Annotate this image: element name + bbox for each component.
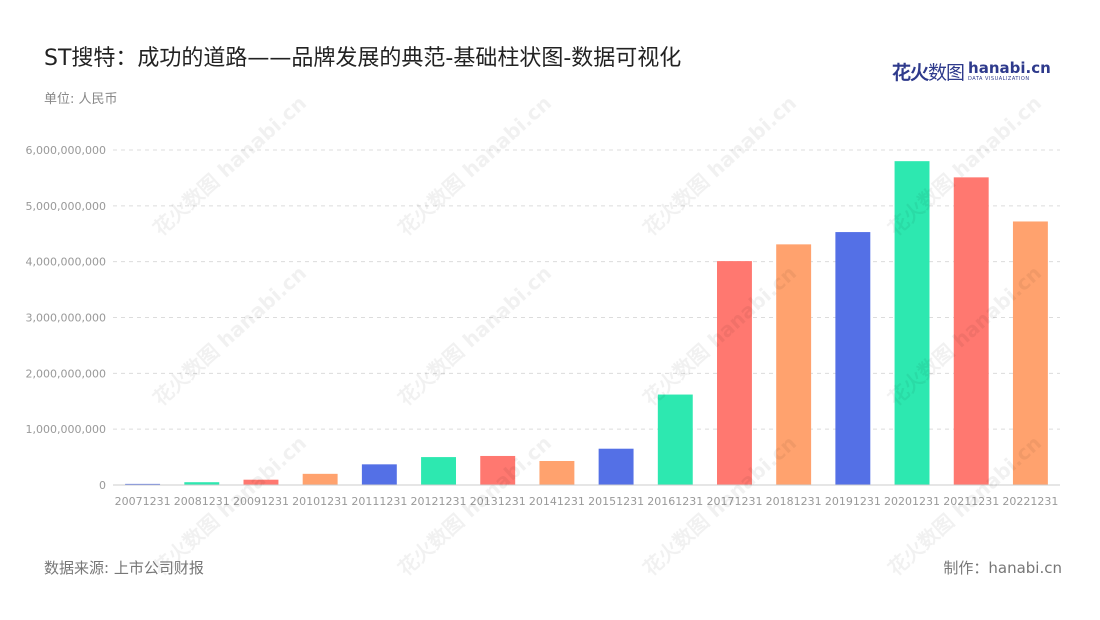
made-by: 制作：hanabi.cn: [943, 559, 1062, 577]
bar-20151231: [598, 448, 634, 485]
unit-label: 单位: 人民币: [44, 92, 118, 107]
x-tick-label: 20101231: [292, 495, 348, 508]
bars: [125, 161, 1048, 485]
bar-20171231: [717, 261, 752, 485]
bar-20101231: [302, 473, 338, 485]
x-tick-label: 20161231: [647, 495, 703, 508]
data-source: 数据来源: 上市公司财报: [44, 559, 204, 577]
logo-english: hanabi.cn DATA VISUALIZATION: [968, 59, 1051, 82]
hanabi-logo: 花火数图 hanabi.cn DATA VISUALIZATION: [892, 58, 1051, 85]
bar-20081231: [184, 482, 220, 485]
bar-20091231: [243, 479, 279, 485]
bar-20221231: [1012, 221, 1048, 485]
y-tick-label: 1,000,000,000: [26, 423, 106, 436]
y-tick-label: 3,000,000,000: [26, 312, 106, 325]
bar-20161231: [657, 394, 693, 485]
grid-lines: [113, 149, 1060, 430]
logo-chinese: 花火数图: [892, 62, 965, 84]
y-tick-label: 5,000,000,000: [26, 200, 106, 213]
bar-20201231: [894, 161, 930, 485]
y-tick-label: 4,000,000,000: [26, 256, 106, 269]
x-tick-label: 20221231: [1002, 495, 1058, 508]
bar-20181231: [776, 244, 812, 485]
bar-20111231: [361, 464, 397, 485]
x-tick-label: 20091231: [233, 495, 289, 508]
y-tick-label: 0: [99, 479, 106, 492]
x-tick-label: 20111231: [351, 495, 407, 508]
bar-20071231: [125, 483, 161, 485]
x-tick-label: 20171231: [706, 495, 762, 508]
x-tick-label: 20181231: [766, 495, 822, 508]
x-axis-ticks: 20071231 20081231 20091231 20101231 20111231…: [115, 495, 1059, 508]
y-tick-label: 6,000,000,000: [26, 144, 106, 157]
x-tick-label: 20211231: [943, 495, 999, 508]
x-tick-label: 20121231: [411, 495, 467, 508]
x-tick-label: 20191231: [825, 495, 881, 508]
x-tick-label: 20201231: [884, 495, 940, 508]
bar-20211231: [953, 177, 989, 485]
bar-20121231: [421, 457, 456, 485]
chart-title: ST搜特：成功的道路——品牌发展的典范-基础柱状图-数据可视化: [44, 46, 682, 71]
x-tick-label: 20141231: [529, 495, 585, 508]
x-tick-label: 20071231: [115, 495, 171, 508]
bar-20191231: [835, 232, 871, 485]
bar-20141231: [539, 460, 575, 485]
x-tick-label: 20151231: [588, 495, 644, 508]
bar-20131231: [480, 455, 516, 485]
y-tick-label: 2,000,000,000: [26, 367, 106, 380]
y-axis-ticks: 0 1,000,000,000 2,000,000,000 3,000,000,000…: [26, 144, 106, 492]
x-tick-label: 20081231: [174, 495, 230, 508]
x-tick-label: 20131231: [470, 495, 526, 508]
